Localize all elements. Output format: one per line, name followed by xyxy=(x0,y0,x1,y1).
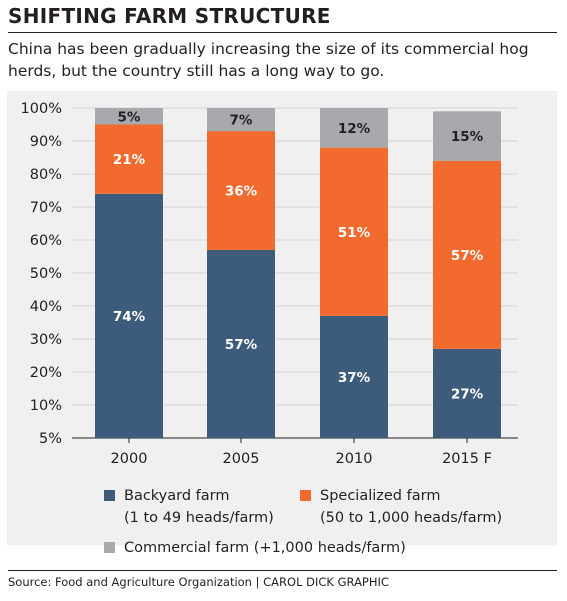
bar-segment xyxy=(433,111,501,161)
y-tick-label: 80% xyxy=(30,167,62,183)
data-label: 7% xyxy=(230,113,253,129)
data-label: 12% xyxy=(338,121,371,137)
data-label: 21% xyxy=(113,152,146,168)
x-tick-label: 2000 xyxy=(111,451,148,467)
bar-segment xyxy=(433,348,501,438)
data-label: 37% xyxy=(338,370,371,386)
x-tick-label: 2010 xyxy=(336,451,373,467)
data-label: 57% xyxy=(451,248,484,264)
y-tick-label: 90% xyxy=(30,134,62,150)
y-tick-label: 20% xyxy=(30,365,62,381)
y-tick-label: 100% xyxy=(21,101,62,117)
bar-segment xyxy=(95,193,163,438)
legend-specialized-label: Specialized farm xyxy=(320,488,441,504)
bar-segment xyxy=(320,108,388,148)
bar-segment xyxy=(95,124,163,194)
legend-backyard-label: Backyard farm xyxy=(124,488,230,504)
y-tick-label: 10% xyxy=(30,398,62,414)
data-label: 51% xyxy=(338,225,371,241)
legend-commercial-swatch xyxy=(104,542,115,553)
data-label: 5% xyxy=(118,109,141,125)
y-tick-label: 40% xyxy=(30,299,62,315)
data-label: 36% xyxy=(225,184,258,200)
data-label: 74% xyxy=(113,309,146,325)
source-divider xyxy=(8,570,557,571)
y-tick-label: 50% xyxy=(30,266,62,282)
y-tick-label: 60% xyxy=(30,233,62,249)
chart-subtitle: China has been gradually increasing the … xyxy=(8,40,529,80)
legend-specialized-swatch xyxy=(300,490,311,501)
title-divider xyxy=(8,32,557,33)
source-note: Source: Food and Agriculture Organizatio… xyxy=(8,575,389,589)
y-tick-label: 30% xyxy=(30,332,62,348)
bar-segment xyxy=(207,131,275,250)
legend-backyard-sublabel: (1 to 49 heads/farm) xyxy=(124,510,274,526)
y-tick-label: 70% xyxy=(30,200,62,216)
y-tick-label: 5% xyxy=(39,431,62,447)
data-label: 57% xyxy=(225,337,258,353)
bar-segment xyxy=(95,108,163,125)
data-label: 27% xyxy=(451,386,484,402)
bar-segment xyxy=(207,108,275,132)
legend-specialized-sublabel: (50 to 1,000 heads/farm) xyxy=(320,510,503,526)
bar-segment xyxy=(320,315,388,438)
data-label: 15% xyxy=(451,129,484,145)
legend-commercial-label: Commercial farm (+1,000 heads/farm) xyxy=(124,540,406,556)
chart-title: SHIFTING FARM STRUCTURE xyxy=(8,4,331,28)
x-tick-label: 2005 xyxy=(223,451,260,467)
legend-backyard-swatch xyxy=(104,490,115,501)
bar-segment xyxy=(320,147,388,316)
bar-segment xyxy=(433,160,501,349)
x-tick-label: 2015 F xyxy=(442,451,492,467)
bar-segment xyxy=(207,249,275,438)
